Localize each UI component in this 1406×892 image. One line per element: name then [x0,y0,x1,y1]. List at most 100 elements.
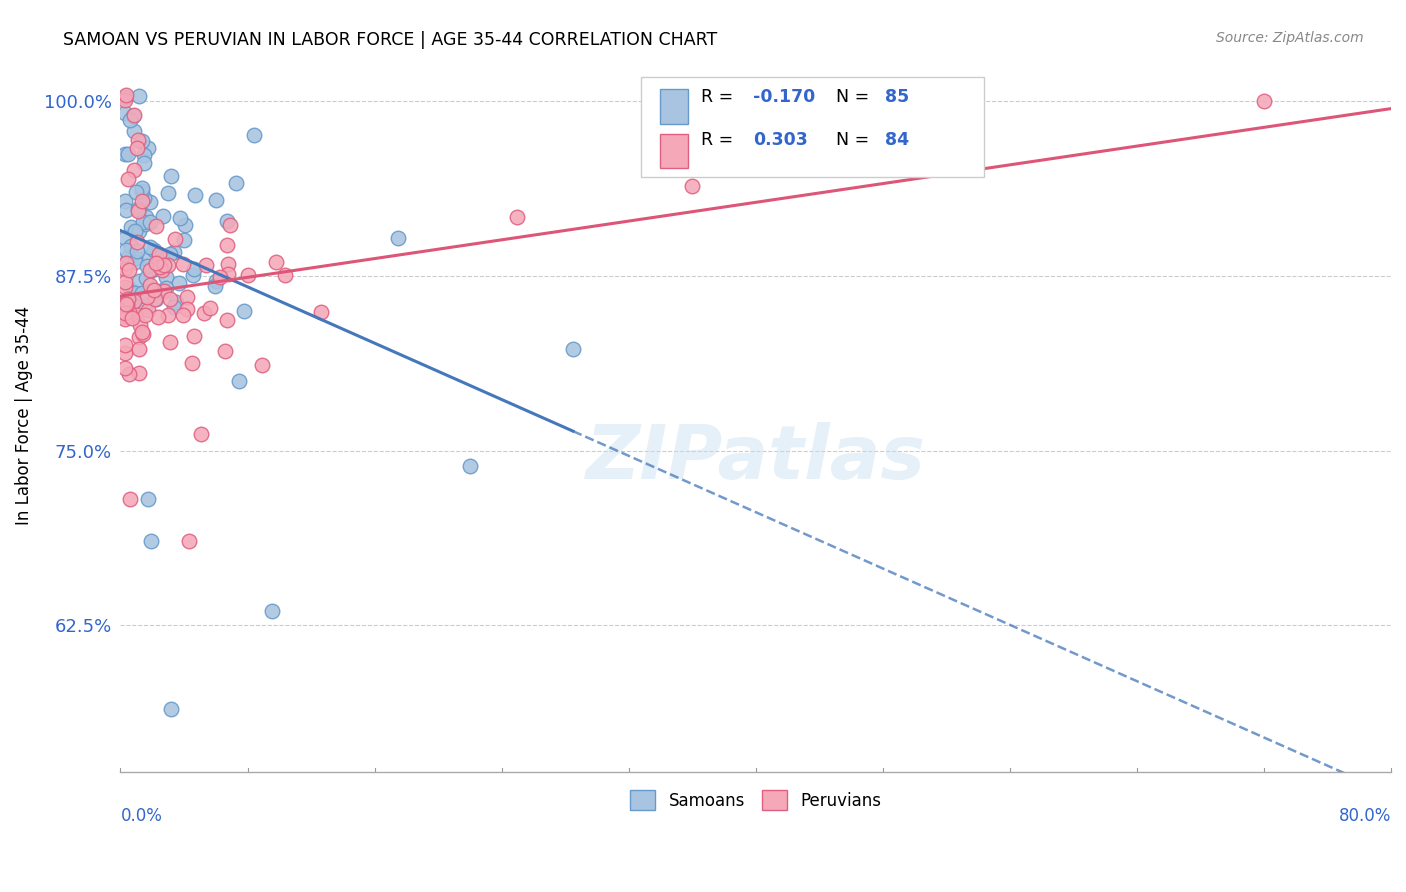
Text: N =: N = [835,88,875,106]
Point [143,283,166,297]
Point [219,218,242,232]
Point [135,270,157,285]
Point [145,293,167,307]
Point [128,224,150,238]
Bar [661,134,689,168]
Text: 84: 84 [886,131,910,149]
Point [458,459,481,474]
Point [120,220,142,235]
Point [173,233,195,247]
Point [177,534,200,549]
Bar [661,89,689,124]
Point [135,259,157,273]
Point [681,179,703,194]
Point [181,268,204,282]
Point [195,258,218,272]
Point [134,190,156,204]
Point [120,239,142,253]
Point [135,210,157,224]
Text: R =: R = [702,88,738,106]
Point [117,146,139,161]
Point [228,374,250,388]
Point [174,218,197,232]
Point [128,202,150,217]
Text: 80.0%: 80.0% [1339,806,1391,825]
Point [139,239,162,253]
Point [134,308,156,322]
Point [193,306,215,320]
Point [122,294,145,309]
Point [122,291,145,305]
Point [114,231,136,245]
Point [215,214,238,228]
Point [183,262,205,277]
Point [176,290,198,304]
Text: ZIPatlas: ZIPatlas [586,422,925,495]
Point [118,282,141,296]
Point [214,344,236,359]
Point [128,89,150,103]
Point [159,246,181,260]
Point [139,195,162,210]
Point [236,268,259,283]
Point [115,296,138,310]
Point [217,238,239,252]
Point [115,203,138,218]
Point [145,219,167,234]
Point [163,300,186,314]
Point [156,186,179,201]
Point [160,169,183,184]
Point [156,258,179,272]
Point [205,274,228,288]
Point [125,185,148,199]
Point [121,310,143,325]
Point [122,123,145,137]
Point [134,301,156,316]
Point [127,132,149,146]
Point [145,256,167,270]
Point [143,292,166,306]
Point [155,270,177,285]
Point [114,305,136,319]
Point [204,193,226,207]
Point [131,325,153,339]
Point [118,368,141,382]
Legend: Samoans, Peruvians: Samoans, Peruvians [624,783,887,817]
Point [131,194,153,208]
Point [153,258,176,272]
Point [128,342,150,356]
Point [117,298,139,312]
Point [159,292,181,306]
Point [198,301,221,315]
Point [135,290,157,304]
Point [124,251,146,265]
Point [172,308,194,322]
Point [134,217,156,231]
Point [132,155,155,169]
Point [167,276,190,290]
Point [148,247,170,261]
Point [159,335,181,350]
Point [122,108,145,122]
Text: 85: 85 [886,88,910,106]
Point [152,284,174,298]
Point [139,262,162,277]
Point [506,211,529,225]
Point [114,93,136,107]
Point [128,274,150,288]
Point [120,492,142,507]
Point [114,262,136,277]
Point [260,604,283,618]
Point [146,310,169,324]
Point [215,313,238,327]
Point [136,492,159,507]
Text: Source: ZipAtlas.com: Source: ZipAtlas.com [1216,31,1364,45]
Text: SAMOAN VS PERUVIAN IN LABOR FORCE | AGE 35-44 CORRELATION CHART: SAMOAN VS PERUVIAN IN LABOR FORCE | AGE … [63,31,717,49]
Point [114,279,136,293]
Point [160,702,183,716]
Point [149,285,172,299]
Point [124,224,146,238]
Point [131,285,153,300]
Point [250,358,273,372]
Point [136,215,159,229]
